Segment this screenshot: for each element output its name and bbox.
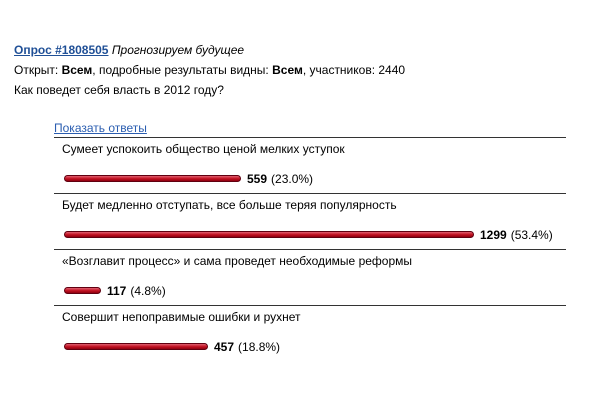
- poll-subtitle: Прогнозируем будущее: [111, 43, 245, 57]
- poll-option: Сумеет успокоить общество ценой мелких у…: [54, 137, 566, 193]
- meta-suffix: , участников: 2440: [302, 63, 406, 77]
- options-list: Сумеет успокоить общество ценой мелких у…: [54, 137, 566, 361]
- poll-link[interactable]: Опрос #1808505: [14, 43, 109, 57]
- result-bar: [64, 231, 474, 238]
- vote-count: 1299: [480, 227, 507, 242]
- vote-percent: (4.8%): [130, 283, 166, 298]
- vote-count: 117: [107, 283, 127, 298]
- vote-percent: (53.4%): [510, 227, 553, 242]
- poll-title-line: Опрос #1808505 Прогнозируем будущее: [14, 42, 574, 62]
- option-text: Будет медленно отступать, все больше тер…: [62, 198, 397, 212]
- poll-results: Показать ответы Сумеет успокоить обществ…: [54, 121, 566, 361]
- option-text: Совершит непоправимые ошибки и рухнет: [62, 310, 301, 324]
- meta-visible-to: Всем: [272, 63, 303, 77]
- vote-percent: (18.8%): [238, 339, 281, 354]
- meta-mid: , подробные результаты видны:: [92, 63, 269, 77]
- vote-count: 559: [247, 171, 268, 186]
- poll-question: Как поведет себя власть в 2012 году?: [14, 83, 224, 97]
- option-result-row: 457 (18.8%): [54, 332, 566, 361]
- show-answers-link[interactable]: Показать ответы: [54, 121, 147, 135]
- poll-option: Совершит непоправимые ошибки и рухнет 457…: [54, 305, 566, 361]
- meta-open-to: Всем: [61, 63, 93, 77]
- poll-meta: Открыт: Всем, подробные результаты видны…: [14, 62, 574, 82]
- result-bar: [64, 175, 241, 182]
- option-result-row: 117 (4.8%): [54, 276, 566, 305]
- result-bar: [64, 343, 208, 350]
- vote-count: 457: [214, 339, 235, 354]
- option-result-row: 1299 (53.4%): [54, 220, 566, 249]
- vote-percent: (23.0%): [271, 171, 314, 186]
- poll-option: Будет медленно отступать, все больше тер…: [54, 193, 566, 249]
- meta-prefix: Открыт:: [14, 63, 59, 77]
- poll-header: Опрос #1808505 Прогнозируем будущее Откр…: [14, 42, 574, 102]
- option-result-row: 559 (23.0%): [54, 164, 566, 193]
- result-bar: [64, 287, 101, 294]
- poll-option: «Возглавит процесс» и сама проведет необ…: [54, 249, 566, 305]
- option-text: Сумеет успокоить общество ценой мелких у…: [62, 142, 345, 156]
- option-text: «Возглавит процесс» и сама проведет необ…: [62, 254, 413, 268]
